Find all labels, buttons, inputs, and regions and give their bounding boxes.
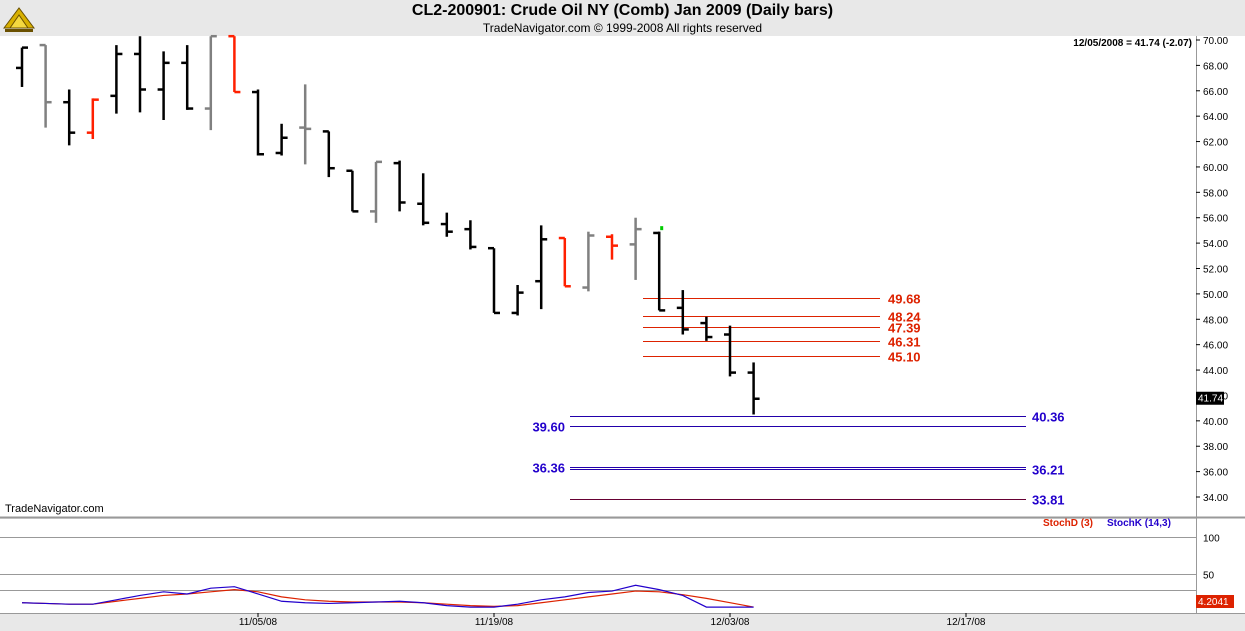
x-tick-label: 12/17/08 xyxy=(947,617,986,628)
stoch-value-marker: 4.2041 xyxy=(1196,595,1234,608)
stochk-line xyxy=(21,584,754,608)
x-tick-label: 11/19/08 xyxy=(475,617,514,628)
y-tick-label: 70.00 xyxy=(1203,36,1228,47)
x-tick-label: 11/05/08 xyxy=(239,617,278,628)
y-tick-label: 66.00 xyxy=(1203,87,1228,98)
watermark: TradeNavigator.com xyxy=(5,503,104,515)
ohlc-bar xyxy=(488,246,500,315)
legend-stochd: StochD (3) xyxy=(1043,518,1093,529)
y-tick-label: 46.00 xyxy=(1203,341,1228,352)
ohlc-bar xyxy=(275,123,288,156)
ohlc-bar xyxy=(299,84,312,165)
y-tick-label: 44.00 xyxy=(1203,366,1228,377)
y-tick-label: 48.00 xyxy=(1203,315,1228,326)
red-level-label: 46.31 xyxy=(888,335,921,350)
title-bar: CL2-200901: Crude Oil NY (Comb) Jan 2009… xyxy=(0,0,1245,38)
ohlc-bar xyxy=(370,160,382,223)
y-tick-label: 64.00 xyxy=(1203,112,1228,123)
trade-navigator-logo-icon xyxy=(3,7,35,32)
stochastic-axis: 100 50 xyxy=(0,534,1220,591)
ohlc-bar xyxy=(558,236,571,288)
ohlc-bar xyxy=(393,160,406,212)
red-level-label: 49.68 xyxy=(888,292,921,307)
y-tick-label: 68.00 xyxy=(1203,61,1228,72)
y-tick-label: 56.00 xyxy=(1203,214,1228,225)
ohlc-bar xyxy=(582,231,595,292)
ohlc-bar xyxy=(511,285,524,316)
stochastic-lines xyxy=(21,584,754,608)
ohlc-bar xyxy=(110,45,123,114)
chart-subtitle: TradeNavigator.com © 1999-2008 All right… xyxy=(482,21,763,35)
y-tick-label: 58.00 xyxy=(1203,188,1228,199)
ohlc-bar xyxy=(629,217,642,280)
ohlc-bar xyxy=(700,316,713,341)
ohlc-bar xyxy=(653,231,666,312)
signal-marker xyxy=(660,226,664,231)
ohlc-bar xyxy=(464,220,477,250)
stoch-value-label: 4.2041 xyxy=(1198,597,1229,608)
y-tick-label: 52.00 xyxy=(1203,265,1228,276)
y-tick-label: 60.00 xyxy=(1203,163,1228,174)
ohlc-bar xyxy=(724,325,736,377)
ohlc-bars xyxy=(16,34,760,415)
stochastic-legend: StochD (3) StochK (14,3) xyxy=(1043,518,1171,529)
last-price-marker: 41.74 xyxy=(1196,391,1224,405)
blue-level-label: 40.36 xyxy=(1032,410,1065,425)
blue-level-label: 36.21 xyxy=(1032,463,1065,478)
y-tick-label: 62.00 xyxy=(1203,138,1228,149)
stochastic-panel-background xyxy=(0,519,1196,613)
y-tick-label: 50.00 xyxy=(1203,290,1228,301)
ohlc-bar xyxy=(63,89,76,146)
ohlc-bar xyxy=(676,290,689,335)
ohlc-bar xyxy=(322,130,335,178)
last-value-info: 12/05/2008 = 41.74 (-2.07) xyxy=(1073,38,1192,49)
ohlc-bar xyxy=(535,225,548,310)
ohlc-bar xyxy=(16,46,28,87)
stoch-tick-label: 50 xyxy=(1203,571,1215,582)
legend-stochk: StochK (14,3) xyxy=(1107,518,1171,529)
red-level-label: 45.10 xyxy=(888,350,921,365)
y-tick-label: 40.00 xyxy=(1203,417,1228,428)
ohlc-bar xyxy=(86,98,99,140)
ohlc-bar xyxy=(252,89,264,156)
blue-level-label: 33.81 xyxy=(1032,493,1065,508)
ohlc-bar xyxy=(157,51,170,120)
y-tick-label: 54.00 xyxy=(1203,239,1228,250)
ohlc-bar xyxy=(747,362,760,415)
ohlc-bar xyxy=(417,173,430,226)
ohlc-bar xyxy=(228,34,241,94)
ohlc-bar xyxy=(39,43,52,128)
blue-level-label: 39.60 xyxy=(532,420,565,435)
time-axis: 11/05/08 11/19/08 12/03/08 12/17/08 xyxy=(239,613,986,628)
blue-level-label: 36.36 xyxy=(532,461,565,476)
y-tick-label: 36.00 xyxy=(1203,468,1228,479)
price-panel-background xyxy=(0,36,1196,517)
chart-title: CL2-200901: Crude Oil NY (Comb) Jan 2009… xyxy=(411,2,834,19)
ohlc-bar xyxy=(606,234,618,260)
red-level-label: 48.24 xyxy=(888,310,921,325)
ohlc-bar xyxy=(440,212,453,237)
x-tick-label: 12/03/08 xyxy=(711,617,750,628)
ohlc-bar xyxy=(181,45,194,110)
ohlc-bar xyxy=(346,169,359,213)
stoch-tick-label: 100 xyxy=(1203,534,1220,545)
last-price-label: 41.74 xyxy=(1198,394,1223,405)
ohlc-bar xyxy=(134,36,146,113)
y-tick-label: 38.00 xyxy=(1203,442,1228,453)
red-level-label: 47.39 xyxy=(888,321,921,336)
y-tick-label: 34.00 xyxy=(1203,493,1228,504)
ohlc-bar xyxy=(204,34,217,131)
